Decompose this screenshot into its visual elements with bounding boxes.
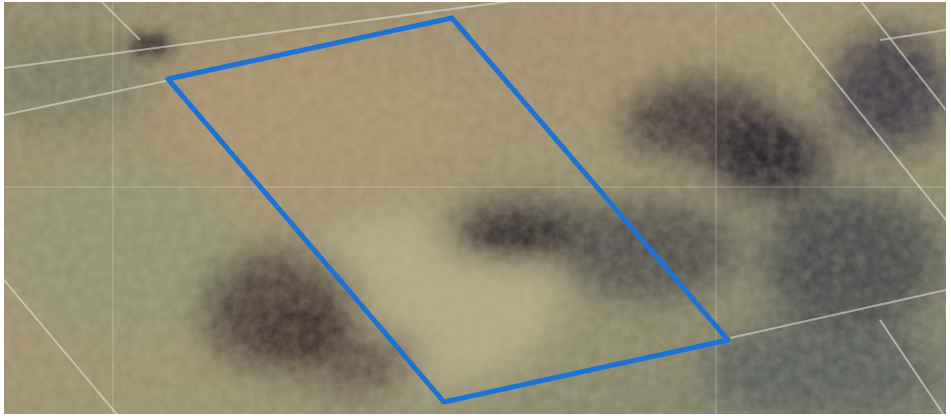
parcel-lines xyxy=(4,2,946,414)
selected-area-outline[interactable] xyxy=(165,15,731,405)
